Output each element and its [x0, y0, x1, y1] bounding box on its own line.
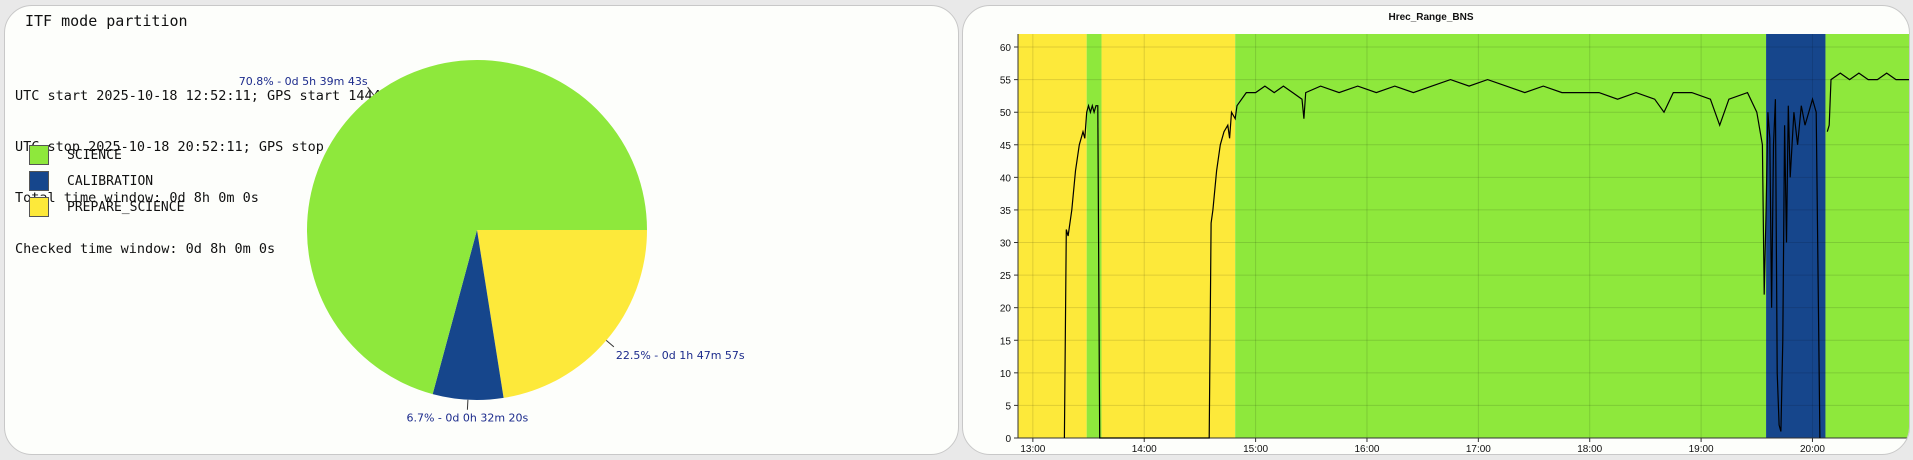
x-tick-label-13-00: 13:00	[1020, 444, 1045, 454]
y-tick-label-45: 45	[1000, 141, 1012, 152]
y-tick-label-60: 60	[1000, 43, 1012, 54]
pie-slice-calibration	[432, 230, 504, 400]
x-tick-label-15-00: 15:00	[1243, 444, 1268, 454]
legend-swatch-calibration	[29, 171, 49, 191]
y-tick-label-55: 55	[1000, 76, 1012, 87]
x-tick-label-19-00: 19:00	[1689, 444, 1714, 454]
info-line-checked-window: Checked time window: 0d 8h 0m 0s	[15, 241, 276, 257]
x-tick-label-18-00: 18:00	[1577, 444, 1602, 454]
mode-partition-panel: ITF mode partition UTC start 2025-10-18 …	[4, 5, 959, 455]
mode-band-3	[1235, 34, 1767, 438]
legend-swatch-science	[29, 145, 49, 165]
y-tick-label-20: 20	[1000, 304, 1012, 315]
legend-swatch-prepare-science	[29, 197, 49, 217]
mode-band-2	[1101, 34, 1236, 438]
line-chart-title: Hrec_Range_BNS	[1388, 12, 1473, 23]
x-tick-label-14-00: 14:00	[1132, 444, 1157, 454]
y-tick-label-5: 5	[1005, 401, 1011, 412]
pie-slice-prepare-science	[477, 230, 647, 398]
y-tick-label-10: 10	[1000, 369, 1012, 380]
pie-legend: SCIENCE CALIBRATION PREPARE_SCIENCE	[29, 142, 184, 220]
pie-label-science: 70.8% - 0d 5h 39m 43s	[239, 75, 368, 88]
range-panel: Hrec_Range_BNS 0 5 10 15 20 25 30 35 40 45 50 55 60 13…	[962, 5, 1910, 455]
mode-band-5	[1825, 34, 1909, 438]
legend-item-prepare-science: PREPARE_SCIENCE	[29, 194, 184, 220]
range-series-line-0	[1063, 72, 1909, 439]
legend-label-prepare-science: PREPARE_SCIENCE	[67, 199, 185, 215]
legend-label-calibration: CALIBRATION	[67, 173, 154, 189]
x-tick-label-16-00: 16:00	[1354, 444, 1379, 454]
mode-band-4	[1766, 34, 1826, 438]
pie-leader-science	[367, 86, 375, 96]
pie-leader-calibration	[466, 399, 469, 410]
y-tick-label-25: 25	[1000, 271, 1012, 282]
mode-band-0	[1018, 34, 1087, 438]
y-tick-label-0: 0	[1005, 434, 1011, 445]
legend-item-calibration: CALIBRATION	[29, 168, 184, 194]
pie-slice-science	[307, 59, 647, 395]
pie-chart: 22.5% - 0d 1h 47m 57s 6.7% - 0d 0h 32m 20…	[239, 59, 745, 425]
pie-label-calibration: 6.7% - 0d 0h 32m 20s	[406, 412, 528, 425]
y-tick-label-30: 30	[1000, 239, 1012, 250]
y-tick-label-15: 15	[1000, 336, 1012, 347]
legend-label-science: SCIENCE	[67, 147, 122, 163]
y-tick-label-50: 50	[1000, 108, 1012, 119]
x-tick-label-17-00: 17:00	[1466, 444, 1491, 454]
x-tick-label-20-00: 20:00	[1800, 444, 1825, 454]
pie-label-prepare-science: 22.5% - 0d 1h 47m 57s	[616, 349, 745, 362]
y-tick-label-35: 35	[1000, 206, 1012, 217]
panel-title: ITF mode partition	[25, 12, 188, 30]
range-line-chart: Hrec_Range_BNS 0 5 10 15 20 25 30 35 40 45 50 55 60 13…	[1000, 12, 1909, 454]
pie-leader-prepare-science	[605, 340, 615, 348]
y-tick-label-40: 40	[1000, 173, 1012, 184]
legend-item-science: SCIENCE	[29, 142, 184, 168]
